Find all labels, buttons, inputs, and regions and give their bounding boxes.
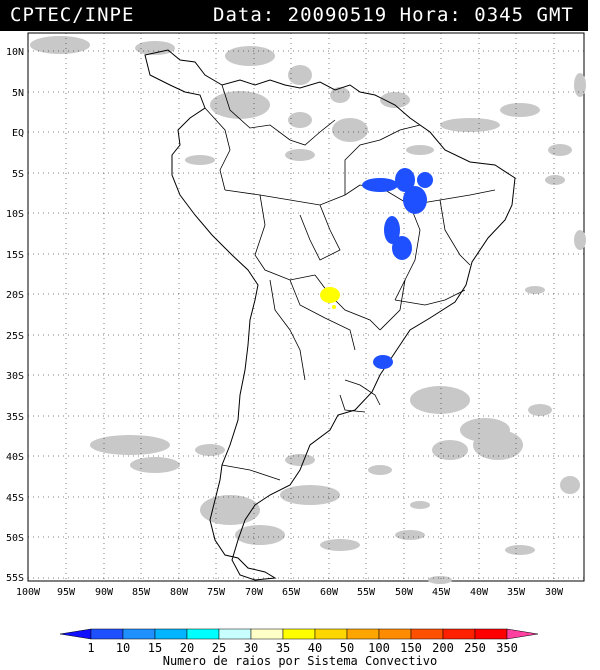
legend-swatch: [346, 628, 380, 640]
lat-label: 5N: [12, 88, 24, 99]
time-label: Hora:: [399, 4, 462, 26]
legend-swatch: [218, 628, 252, 640]
lon-label: 100W: [16, 587, 41, 598]
color-legend: 1 10 15 20 25 30 35 40 50 100 150 200 25…: [59, 628, 539, 668]
lon-label: 75W: [207, 587, 226, 598]
legend-value: 350: [496, 641, 518, 655]
legend-caption: Numero de raios por Sistema Convectivo: [163, 654, 438, 668]
legend-swatch: [378, 628, 412, 640]
lon-label: 40W: [470, 587, 489, 598]
lat-label: 5S: [12, 169, 24, 180]
legend-swatch: [122, 628, 156, 640]
lon-label: 70W: [245, 587, 264, 598]
date-value: 20090519: [287, 4, 388, 26]
legend-swatch: [442, 628, 476, 640]
legend-value: 25: [212, 641, 226, 655]
legend-value: 15: [148, 641, 162, 655]
south-america-coastline: [144, 49, 516, 581]
lat-label: 25S: [6, 331, 24, 342]
lon-label: 60W: [320, 587, 339, 598]
legend-value: 30: [244, 641, 258, 655]
lat-label: 35S: [6, 412, 24, 423]
latitude-labels: 10N 5N EQ 5S 10S 15S 20S 25S 30S 35S 40S…: [6, 47, 24, 584]
lon-label: 45W: [432, 587, 451, 598]
lat-label: 55S: [6, 573, 24, 584]
lon-label: 55W: [357, 587, 376, 598]
legend-swatch: [410, 628, 444, 640]
lon-label: 35W: [507, 587, 526, 598]
lat-label: EQ: [12, 128, 24, 139]
legend-value: 250: [464, 641, 486, 655]
lon-label: 95W: [57, 587, 76, 598]
lightning-map: 10N 5N EQ 5S 10S 15S 20S 25S 30S 35S 40S…: [6, 32, 586, 598]
header-bar: CPTEC/INPE Data: 20090519 Hora: 0345 GMT: [0, 0, 588, 31]
flash-cluster-paraguay: [320, 287, 340, 309]
timestamp-label: Data: 20090519 Hora: 0345 GMT: [213, 4, 574, 26]
lat-label: 30S: [6, 371, 24, 382]
cloud-cover: [30, 36, 586, 584]
legend-value: 20: [180, 641, 194, 655]
legend-values: 1 10 15 20 25 30 35 40 50 100 150 200 25…: [87, 641, 517, 655]
flash-cluster-rio-grande-do-sul: [373, 355, 393, 369]
lon-label: 90W: [95, 587, 114, 598]
lat-label: 45S: [6, 493, 24, 504]
timezone-label: GMT: [536, 4, 574, 26]
legend-value: 1: [87, 641, 94, 655]
legend-swatch: [474, 628, 508, 640]
lat-label: 40S: [6, 452, 24, 463]
time-value: 0345: [474, 4, 525, 26]
legend-swatch: [314, 628, 348, 640]
legend-swatch: [506, 628, 539, 640]
legend-swatch: [186, 628, 220, 640]
legend-swatch: [154, 628, 188, 640]
lon-label: 50W: [395, 587, 414, 598]
lon-label: 85W: [132, 587, 151, 598]
legend-swatch: [250, 628, 284, 640]
legend-swatch: [90, 628, 124, 640]
legend-value: 40: [308, 641, 322, 655]
longitude-labels: 100W 95W 90W 85W 80W 75W 70W 65W 60W 55W…: [16, 587, 564, 598]
legend-swatch: [59, 628, 92, 640]
flash-cluster-tocantins: [384, 216, 412, 260]
lat-label: 15S: [6, 250, 24, 261]
lat-label: 10S: [6, 209, 24, 220]
lat-label: 50S: [6, 533, 24, 544]
lon-label: 65W: [282, 587, 301, 598]
legend-value: 200: [432, 641, 454, 655]
lat-label: 20S: [6, 290, 24, 301]
country-borders: [204, 84, 496, 481]
legend-value: 150: [400, 641, 422, 655]
flash-cluster-para: [362, 168, 433, 214]
date-label: Data:: [213, 4, 276, 26]
legend-value: 10: [116, 641, 130, 655]
legend-value: 50: [340, 641, 354, 655]
legend-swatch: [282, 628, 316, 640]
legend-colorbar: [59, 628, 539, 640]
lat-label: 10N: [6, 47, 24, 58]
legend-value: 35: [276, 641, 290, 655]
lon-label: 30W: [545, 587, 564, 598]
legend-value: 100: [368, 641, 390, 655]
lon-label: 80W: [170, 587, 189, 598]
organization-label: CPTEC/INPE: [10, 4, 135, 26]
